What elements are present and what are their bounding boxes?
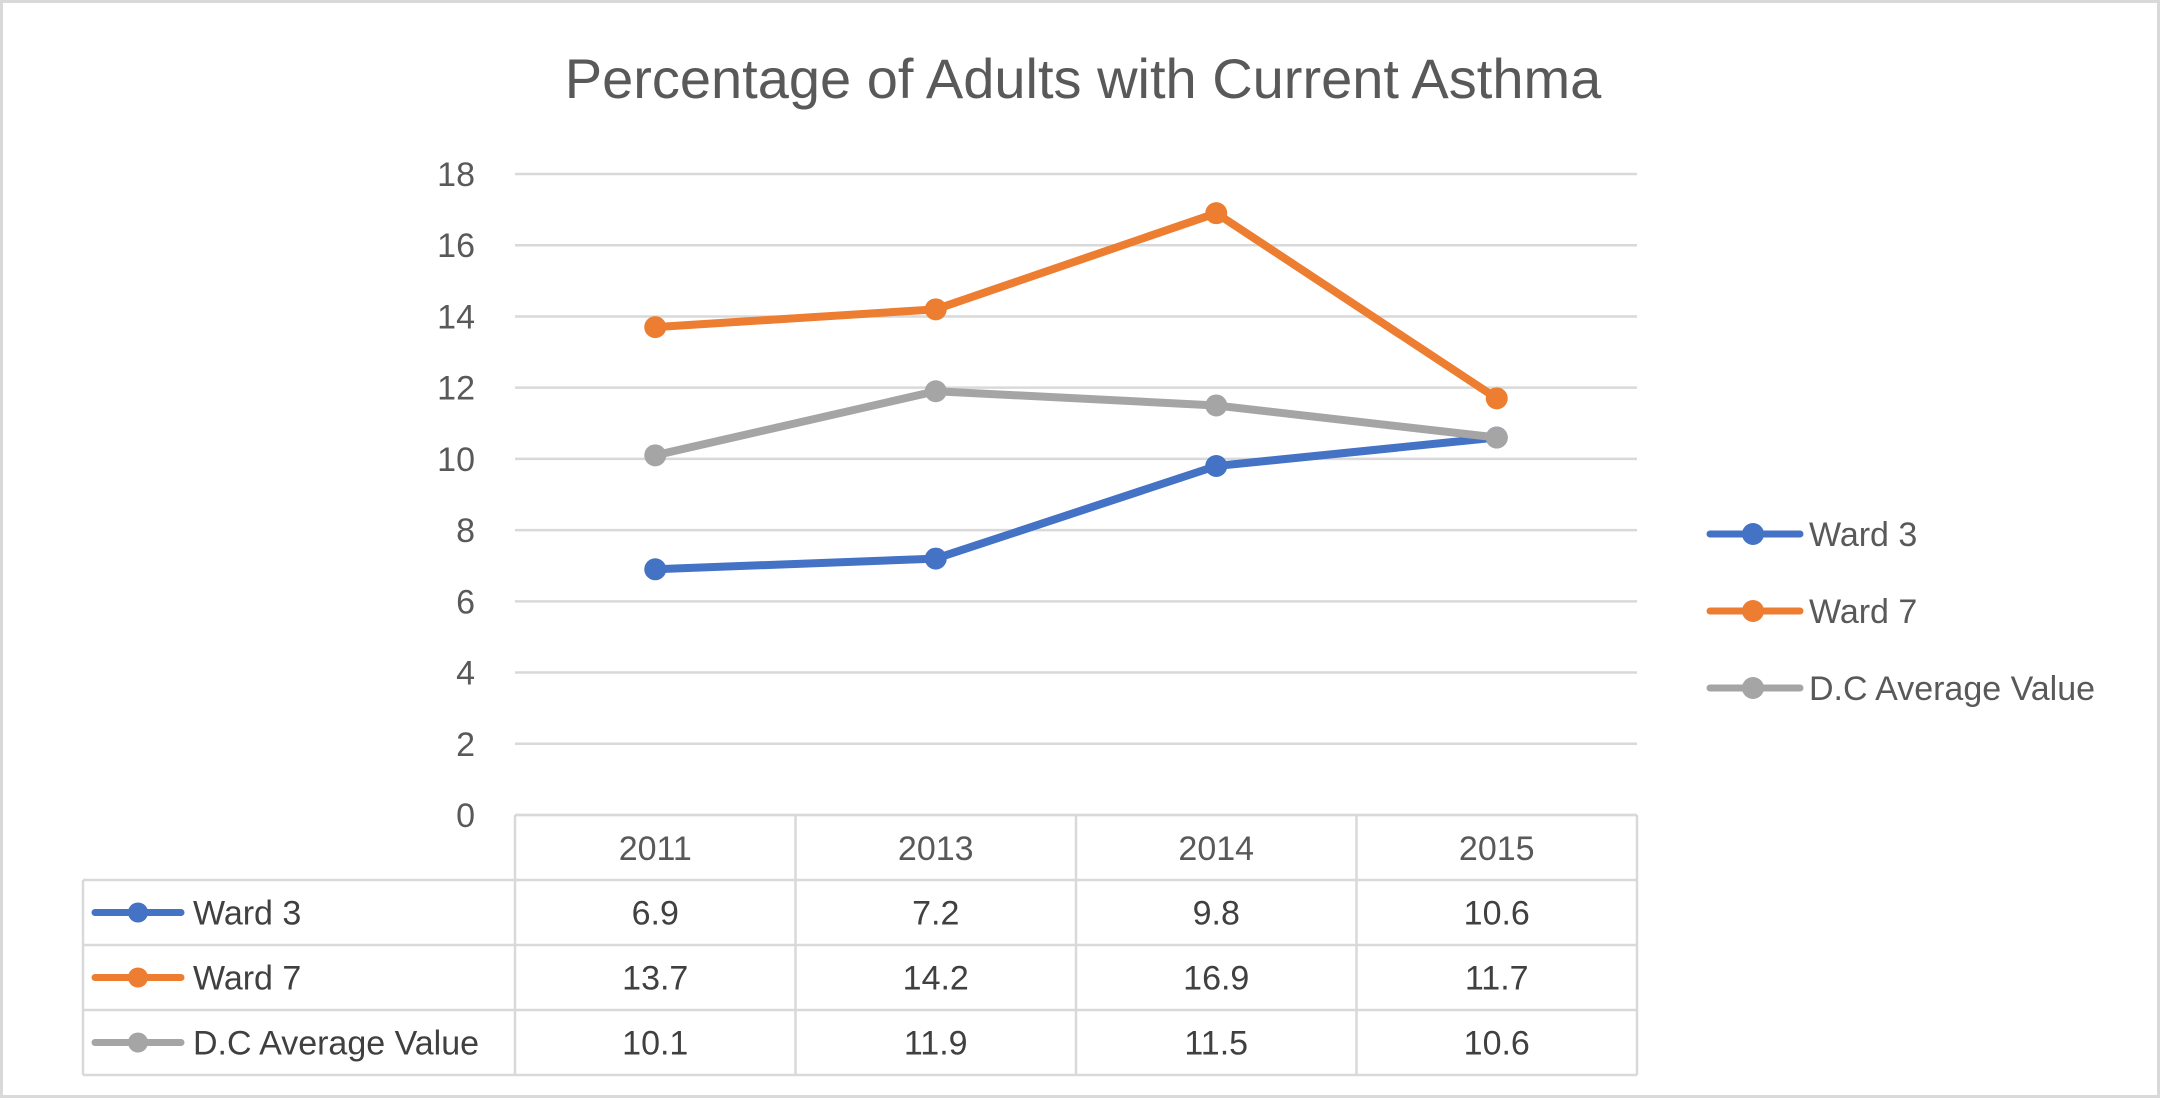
table-cell-value: 13.7 <box>622 960 688 998</box>
table-row-series-name: D.C Average Value <box>193 1025 479 1063</box>
data-point <box>1205 394 1228 417</box>
legend-label: D.C Average Value <box>1809 670 2095 708</box>
series-group <box>644 380 1508 467</box>
series-group <box>644 426 1508 581</box>
legend-item: Ward 3 <box>1706 516 1917 554</box>
table-cell-value: 10.6 <box>1464 895 1530 933</box>
gridlines <box>515 172 1637 817</box>
y-axis-tick-labels: 0 2 4 6 8 10 12 14 16 18 <box>437 156 475 835</box>
series-group <box>644 202 1508 410</box>
table-cell-value: 11.7 <box>1465 960 1529 998</box>
x-tick-label: 2011 <box>619 830 692 868</box>
table-cell-value: 9.8 <box>1193 895 1240 933</box>
data-point <box>1205 202 1228 225</box>
table-row-key-marker <box>128 902 148 923</box>
table-cell-value: 10.1 <box>622 1025 688 1063</box>
y-tick-label: 18 <box>437 156 475 194</box>
series-line <box>651 209 1501 403</box>
data-point <box>924 298 947 321</box>
legend-key-marker <box>1742 523 1764 545</box>
data-point <box>644 316 667 339</box>
x-tick-label: 2013 <box>898 830 974 868</box>
data-point <box>1485 387 1508 410</box>
table-cell-value: 7.2 <box>912 895 959 933</box>
y-tick-label: 4 <box>456 655 475 693</box>
y-tick-label: 2 <box>456 726 475 764</box>
line-chart: Percentage of Adults with Current Asthma… <box>81 47 2095 1077</box>
table-row: D.C Average Value 10.1 11.9 11.5 10.6 <box>91 1025 1530 1063</box>
table-cell-value: 11.5 <box>1184 1025 1248 1063</box>
data-point <box>644 444 667 467</box>
chart-title: Percentage of Adults with Current Asthma <box>565 47 1602 110</box>
x-tick-label: 2015 <box>1459 830 1535 868</box>
table-cell-value: 16.9 <box>1183 960 1249 998</box>
table-row-series-name: Ward 7 <box>193 960 301 998</box>
legend-key-marker <box>1742 677 1764 699</box>
data-point <box>924 380 947 403</box>
y-tick-label: 10 <box>437 441 475 479</box>
series-line <box>651 433 1501 574</box>
legend-label: Ward 3 <box>1809 516 1917 554</box>
data-point <box>644 558 667 581</box>
y-tick-label: 8 <box>456 512 475 550</box>
y-tick-label: 16 <box>437 227 475 265</box>
y-tick-label: 14 <box>437 298 475 336</box>
table-cell-value: 6.9 <box>632 895 679 933</box>
y-tick-label: 12 <box>437 370 475 408</box>
table-row-key-marker <box>128 967 148 988</box>
legend-key-marker <box>1742 600 1764 622</box>
table-cell-value: 11.9 <box>904 1025 968 1063</box>
data-point <box>1485 426 1508 449</box>
data-point <box>1205 455 1228 478</box>
x-tick-label: 2014 <box>1178 830 1254 868</box>
legend-item: Ward 7 <box>1706 593 1917 631</box>
legend: Ward 3 Ward 7 D.C Average Value <box>1706 516 2095 708</box>
legend-item: D.C Average Value <box>1706 670 2095 708</box>
table-cell-value: 14.2 <box>903 960 969 998</box>
data-point <box>924 547 947 570</box>
y-tick-label: 6 <box>456 583 475 621</box>
series-line <box>651 387 1501 460</box>
table-row-key-marker <box>128 1032 148 1053</box>
series-lines <box>644 202 1508 581</box>
table-row: Ward 7 13.7 14.2 16.9 11.7 <box>91 960 1529 998</box>
table-row: Ward 3 6.9 7.2 9.8 10.6 <box>91 895 1530 933</box>
table-row-series-name: Ward 3 <box>193 895 301 933</box>
y-tick-label: 0 <box>456 797 475 835</box>
legend-label: Ward 7 <box>1809 593 1917 631</box>
table-cell-value: 10.6 <box>1464 1025 1530 1063</box>
